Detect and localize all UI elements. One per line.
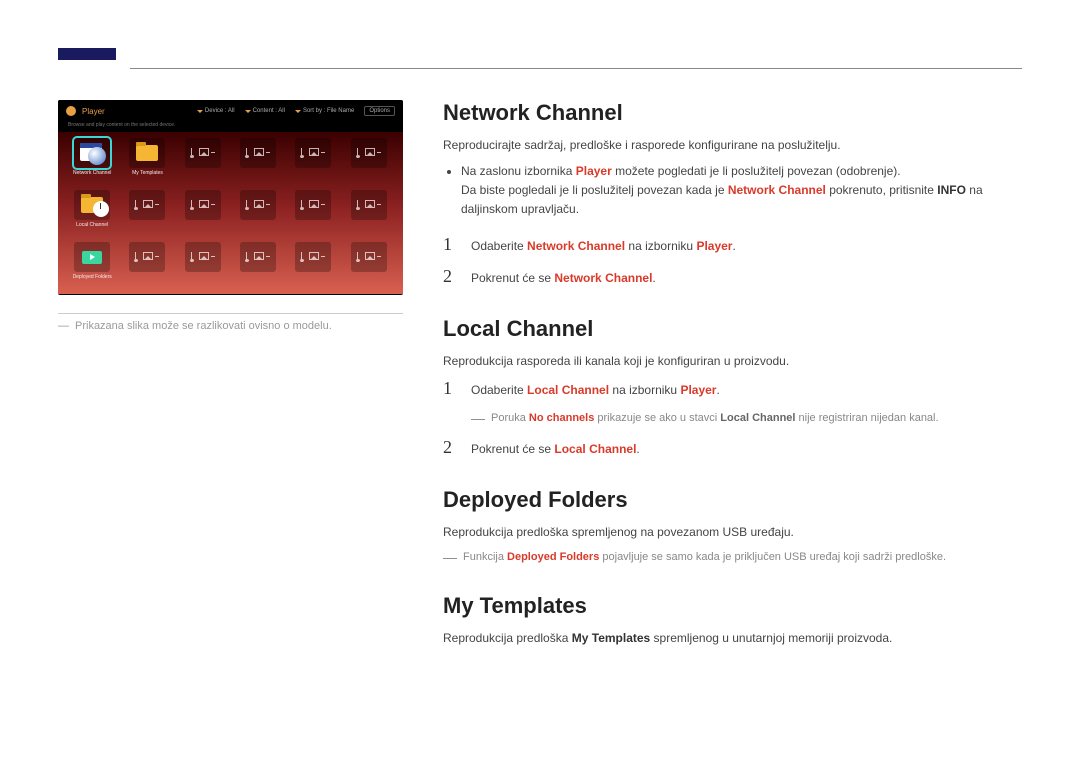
bullet-item: Na zaslonu izbornika Player možete pogle… [461, 162, 1022, 220]
screenshot-caption: ― Prikazana slika može se razlikovati ov… [58, 320, 403, 332]
step-body: Odaberite Network Channel na izborniku P… [471, 234, 1022, 256]
step-body: Pokrenut će se Network Channel. [471, 266, 1022, 288]
note-text: Poruka No channels prikazuje se ako u st… [491, 410, 939, 427]
note-text: Funkcija Deployed Folders pojavljuje se … [463, 549, 946, 566]
section-title: My Templates [443, 593, 1022, 619]
section-title: Deployed Folders [443, 487, 1022, 513]
ss-item: My Templates [121, 132, 173, 181]
play-icon [66, 106, 76, 116]
options-button: Options [364, 106, 395, 116]
right-column: Network Channel Reproducirajte sadržaj, p… [443, 100, 1022, 743]
ss-item [343, 132, 395, 181]
filter-sort: Sort by : File Name [295, 106, 354, 116]
bullet-list: Na zaslonu izbornika Player možete pogle… [461, 162, 1022, 220]
ss-item: Local Channel [66, 184, 118, 233]
caption-dash: ― [58, 320, 69, 332]
ss-item [232, 184, 284, 233]
section-title: Network Channel [443, 100, 1022, 126]
filter-content: Content : All [245, 106, 285, 116]
page-body: Player Device : All Content : All Sort b… [58, 100, 1022, 743]
ss-header: Player Device : All Content : All Sort b… [58, 100, 403, 122]
ss-item [177, 237, 229, 286]
ss-item [177, 132, 229, 181]
section-intro: Reprodukcija rasporeda ili kanala koji j… [443, 352, 1022, 370]
ss-title: Player [82, 107, 105, 116]
step: 2 Pokrenut će se Local Channel. [443, 437, 1022, 459]
step-note: ― Poruka No channels prikazuje se ako u s… [471, 410, 1022, 427]
section-intro: Reprodukcija predloška spremljenog na po… [443, 523, 1022, 541]
player-screenshot: Player Device : All Content : All Sort b… [58, 100, 403, 295]
ss-item [232, 132, 284, 181]
step-body: Pokrenut će se Local Channel. [471, 437, 1022, 459]
chevron-down-icon [197, 110, 203, 113]
ss-item [121, 237, 173, 286]
step-number: 2 [443, 437, 457, 458]
section-note: ― Funkcija Deployed Folders pojavljuje se… [443, 549, 1022, 566]
section-intro: Reproducirajte sadržaj, predloške i rasp… [443, 136, 1022, 154]
step-body: Odaberite Local Channel na izborniku Pla… [471, 378, 1022, 400]
ss-item: Deployed Folders [66, 237, 118, 286]
step: 1 Odaberite Local Channel na izborniku Pl… [443, 378, 1022, 400]
note-dash-icon: ― [443, 549, 457, 566]
step: 2 Pokrenut će se Network Channel. [443, 266, 1022, 288]
ss-item [343, 184, 395, 233]
step-number: 1 [443, 378, 457, 399]
ss-item [343, 237, 395, 286]
section-intro: Reprodukcija predloška My Templates spre… [443, 629, 1022, 647]
ss-item [287, 237, 339, 286]
ss-filters: Device : All Content : All Sort by : Fil… [197, 106, 395, 116]
header-rule [130, 68, 1022, 69]
step: 1 Odaberite Network Channel na izborniku … [443, 234, 1022, 256]
ss-grid: Network ChannelMy Templates Local Channe… [58, 132, 403, 294]
section-title: Local Channel [443, 316, 1022, 342]
caption-text: Prikazana slika može se razlikovati ovis… [75, 320, 332, 332]
step-number: 1 [443, 234, 457, 255]
ss-subtitle: Browse and play content on the selected … [58, 122, 403, 132]
ss-item: Network Channel [66, 132, 118, 181]
left-column: Player Device : All Content : All Sort b… [58, 100, 403, 743]
filter-device: Device : All [197, 106, 235, 116]
step-number: 2 [443, 266, 457, 287]
ss-item [287, 132, 339, 181]
chevron-down-icon [245, 110, 251, 113]
ss-item [232, 237, 284, 286]
note-dash-icon: ― [471, 410, 485, 427]
ss-item [121, 184, 173, 233]
chevron-down-icon [295, 110, 301, 113]
ss-item [177, 184, 229, 233]
ss-item [287, 184, 339, 233]
caption-rule [58, 313, 403, 314]
header-accent-bar [58, 48, 116, 60]
